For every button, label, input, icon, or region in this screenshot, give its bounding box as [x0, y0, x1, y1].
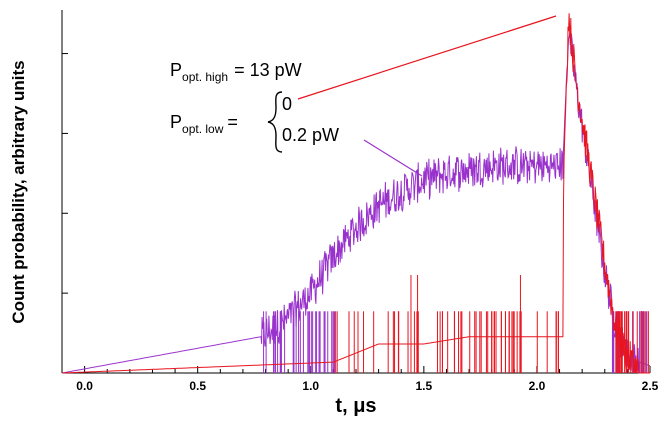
series-line [62, 13, 650, 374]
p-high-sub: opt. high [182, 70, 228, 84]
x-tick-label: 2.0 [529, 379, 546, 393]
series-line [61, 25, 651, 374]
p-low-eq: = [227, 112, 238, 132]
p-low-label: Popt. low = [170, 112, 238, 136]
p-low-sub: opt. low [182, 122, 224, 136]
x-tick-label: 1.5 [416, 379, 433, 393]
p-low-main: P [170, 112, 182, 132]
y-ticks [62, 53, 68, 294]
series-zero [62, 13, 650, 374]
series-layer [61, 13, 651, 374]
low-value-zero: 0 [282, 94, 292, 114]
pointer-line-zero [297, 15, 557, 100]
x-tick-label: 1.0 [302, 379, 319, 393]
p-high-value: = 13 pW [234, 60, 302, 80]
p-high-main: P [170, 60, 182, 80]
series-02pw [61, 25, 651, 374]
y-axis-title: Count probability, arbitrary units [9, 60, 28, 323]
x-tick-label: 0.5 [189, 379, 206, 393]
curly-brace [267, 91, 283, 153]
x-axis-title: t, μs [335, 395, 376, 417]
x-tick-label: 0.0 [76, 379, 93, 393]
low-value-02pw: 0.2 pW [282, 125, 339, 145]
p-high-label: Popt. high = 13 pW [170, 60, 302, 84]
x-tick-labels: 0.0 0.5 1.0 1.5 2.0 2.5 [76, 379, 658, 393]
x-tick-label: 2.5 [642, 379, 659, 393]
pointer-line-02pw [363, 139, 423, 177]
